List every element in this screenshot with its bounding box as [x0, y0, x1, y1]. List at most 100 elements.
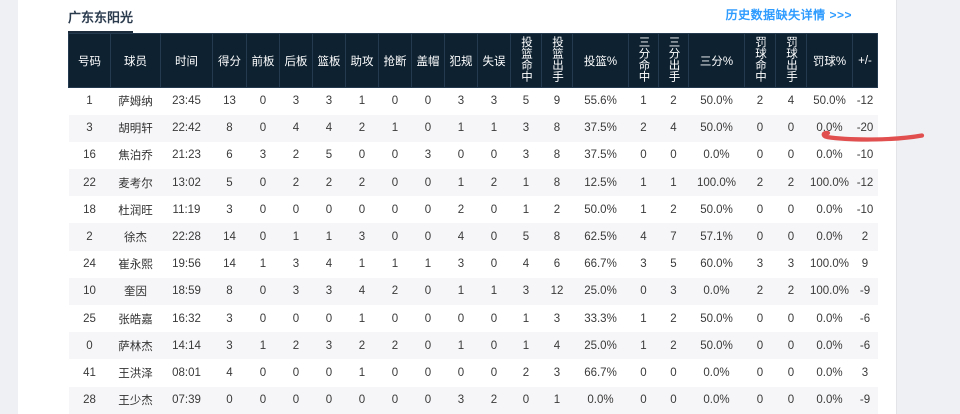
- stat-cell: 0.0%: [816, 366, 843, 379]
- stat-cell: 0: [358, 394, 366, 407]
- stat-cell: 0.0%: [816, 394, 843, 407]
- column-header-label: 球员: [124, 55, 147, 68]
- column-header: 抢断: [378, 33, 412, 88]
- stat-cell: 18:59: [172, 285, 201, 298]
- stat-cell: 4: [325, 122, 333, 135]
- stat-cell: 3: [522, 122, 530, 135]
- stat-cell: 0: [391, 231, 399, 244]
- stat-cell: 2: [358, 176, 366, 189]
- stat-cell: 41: [83, 366, 96, 379]
- stat-cell: 24: [83, 258, 96, 271]
- stat-cell: 3: [457, 95, 465, 108]
- stat-cell: -10: [856, 203, 874, 216]
- stat-cell: 0: [756, 231, 764, 244]
- column-header: 时间: [160, 33, 213, 88]
- player-name-cell: 张皓嘉: [118, 313, 153, 326]
- stat-cell: 14:14: [172, 339, 201, 352]
- stat-cell: 3: [86, 122, 93, 135]
- stat-cell: 3: [424, 149, 432, 162]
- stat-cell: 1: [391, 258, 399, 271]
- stat-cell: 1: [358, 312, 366, 325]
- content-panel: 广东东阳光 历史数据缺失详情 >>> 号码 球员 时间 得分 前板 后板 篮板 助攻 抢断 盖帽犯…: [18, 0, 925, 414]
- stat-cell: 0: [325, 366, 333, 379]
- stat-cell: 12: [550, 285, 564, 298]
- stat-cell: 3: [325, 95, 333, 108]
- stat-cell: 57.1%: [700, 231, 733, 244]
- stat-cell: 66.7%: [584, 366, 617, 379]
- stat-cell: 2: [670, 95, 677, 108]
- stat-cell: 1: [640, 176, 647, 189]
- stat-cell: 0: [358, 203, 366, 216]
- stat-cell: 5: [522, 95, 530, 108]
- stat-cell: 22:28: [172, 231, 201, 244]
- stat-cell: 0: [391, 203, 399, 216]
- column-header: 号码: [68, 33, 111, 88]
- stat-cell: 18: [83, 203, 96, 216]
- stat-cell: 0: [424, 285, 432, 298]
- stat-cell: 0: [325, 394, 333, 407]
- stat-cell: 3: [457, 394, 465, 407]
- stat-cell: 50.0%: [584, 203, 617, 216]
- stat-cell: 0: [325, 203, 333, 216]
- stat-cell: 1: [640, 339, 647, 352]
- stat-cell: 0: [756, 366, 764, 379]
- stat-cell: 0: [670, 149, 677, 162]
- column-header: 三分%: [688, 33, 745, 88]
- stat-cell: 0: [391, 95, 399, 108]
- stat-cell: 37.5%: [584, 149, 617, 162]
- stat-cell: 3: [553, 312, 561, 325]
- stat-cell: 2: [522, 366, 530, 379]
- column-header: 篮板: [312, 33, 346, 88]
- stat-cell: 28: [83, 394, 96, 407]
- team-title-tab[interactable]: 广东东阳光: [68, 7, 134, 33]
- player-name-cell: 胡明轩: [118, 123, 153, 136]
- stat-cell: 2: [787, 285, 795, 298]
- stat-cell: 0: [424, 95, 432, 108]
- stat-cell: 1: [490, 285, 498, 298]
- stat-cell: 0: [787, 122, 795, 135]
- stat-cell: 0: [787, 231, 795, 244]
- table-row: 10 奎因 18:59 8 0 3 3 4 2 0 1 1 3 12 25.0% 0 3 0.0% 2 2 100.0%…: [68, 277, 878, 305]
- stat-cell: -12: [856, 176, 874, 189]
- stat-cell: 16: [83, 149, 96, 162]
- panel-header: 广东东阳光 历史数据缺失详情 >>>: [18, 0, 896, 33]
- stat-cell: 5: [670, 258, 677, 271]
- stat-cell: 0: [490, 339, 498, 352]
- player-name-cell: 焦泊乔: [118, 150, 153, 163]
- stat-cell: 3: [259, 149, 267, 162]
- stat-cell: 0: [756, 203, 764, 216]
- stat-cell: 0: [787, 366, 795, 379]
- stat-cell: 16:32: [172, 312, 201, 325]
- stat-cell: 0: [391, 176, 399, 189]
- stat-cell: 0: [522, 394, 530, 407]
- stat-cell: 2: [670, 203, 677, 216]
- stat-cell: 9: [861, 258, 869, 271]
- history-missing-data-link[interactable]: 历史数据缺失详情 >>>: [725, 8, 852, 22]
- stat-cell: 0: [787, 149, 795, 162]
- stat-cell: 0.0%: [816, 122, 843, 135]
- stat-cell: 0: [358, 149, 366, 162]
- stat-cell: 0.0%: [703, 149, 730, 162]
- stat-cell: 1: [457, 339, 465, 352]
- stat-cell: 9: [553, 95, 561, 108]
- stat-cell: 0: [787, 203, 795, 216]
- stat-cell: 66.7%: [584, 258, 617, 271]
- stat-cell: 50.0%: [700, 122, 733, 135]
- stat-cell: 0: [670, 366, 677, 379]
- stat-cell: 1: [522, 176, 530, 189]
- stat-cell: 0.0%: [816, 231, 843, 244]
- stat-cell: 3: [292, 285, 300, 298]
- stat-cell: 0: [756, 122, 764, 135]
- stat-cell: 08:01: [172, 366, 201, 379]
- stat-cell: 0: [325, 312, 333, 325]
- stat-cell: 0: [787, 312, 795, 325]
- stat-cell: 1: [86, 95, 93, 108]
- stat-cell: -9: [859, 285, 871, 298]
- stat-cell: 0: [490, 149, 498, 162]
- player-stats-table: 号码 球员 时间 得分 前板 后板 篮板 助攻 抢断 盖帽 犯规 失误 投篮命中 投篮出手 投篮% 三分命中 三…: [68, 33, 878, 414]
- stat-cell: 8: [553, 122, 561, 135]
- stat-cell: 0: [391, 394, 399, 407]
- table-row: 3 胡明轩 22:42 8 0 4 4 2 1 0 1 1 3 8 37.5% 2 4 50.0% 0 0 0.0% -2…: [68, 114, 878, 142]
- table-row: 41 王洪泽 08:01 4 0 0 0 1 0 0 0 0 2 3 66.7% 0 0 0.0% 0 0 0.0% 3: [69, 359, 878, 386]
- stat-cell: 0: [424, 231, 432, 244]
